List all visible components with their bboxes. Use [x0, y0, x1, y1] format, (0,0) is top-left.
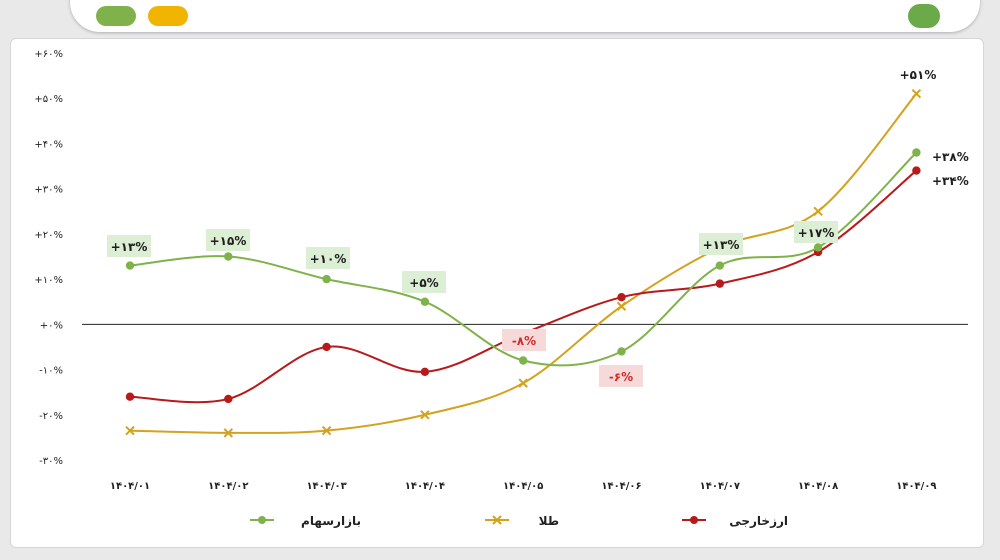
legend-marker: [258, 516, 266, 524]
x-axis: ۱۴۰۴/۰۱ ۱۴۰۴/۰۲ ۱۴۰۴/۰۳ ۱۴۰۴/۰۴ ۱۴۰۴/۰۵ ۱۴۰۴/…: [110, 481, 937, 492]
y-axis: +۶۰% +۵۰% +۴۰% +۳۰% +۲۰% +۱۰% +۰% -۱۰% -۲۰% -۳۰%: [34, 49, 63, 467]
data-point-fx: [322, 342, 331, 352]
x-tick-label: ۱۴۰۴/۰۵: [503, 481, 543, 492]
data-point-gold: [420, 410, 430, 420]
series-layer: [125, 88, 922, 438]
data-point-stock: [125, 261, 135, 270]
y-tick-label: +۱۰%: [34, 275, 63, 286]
data-point-stock: [912, 148, 921, 157]
data-label-box: [206, 229, 250, 251]
series-line-fx: [129, 169, 918, 404]
data-label-stock: -۶%: [609, 370, 633, 384]
data-point-stock: [813, 243, 823, 252]
x-tick-label: ۱۴۰۴/۰۳: [306, 481, 346, 492]
end-label-gold: +۵۱%: [900, 68, 937, 82]
x-tick-label: ۱۴۰۴/۰۴: [405, 481, 445, 492]
x-tick-label: ۱۴۰۴/۰۹: [896, 481, 936, 492]
y-tick-label: -۱۰%: [39, 366, 63, 377]
header-logo-icon: [908, 4, 940, 28]
data-point-stock: [519, 356, 528, 365]
legend-marker: [690, 516, 698, 524]
data-label-stock: +۱۳%: [111, 240, 148, 254]
series-line-stock: [129, 151, 918, 367]
data-label-box: [699, 233, 743, 255]
x-tick-label: ۱۴۰۴/۰۶: [601, 481, 641, 492]
header-decoration-green: [96, 6, 136, 26]
y-tick-label: -۳۰%: [39, 456, 63, 467]
legend-item-fx: ارزخارجی: [682, 514, 788, 528]
y-tick-label: +۵۰%: [34, 94, 63, 105]
data-point-stock: [420, 297, 430, 306]
y-tick-label: +۴۰%: [34, 139, 63, 150]
data-label-stock: -۸%: [512, 334, 536, 348]
legend-label: ارزخارجی: [729, 514, 788, 528]
header-decoration-yellow: [148, 6, 188, 26]
data-point-fx: [715, 279, 724, 288]
data-label-box: [794, 221, 838, 243]
x-tick-label: ۱۴۰۴/۰۸: [798, 481, 838, 492]
data-label-box: [306, 247, 350, 269]
y-tick-label: +۳۰%: [34, 185, 63, 196]
y-tick-label: +۲۰%: [34, 230, 63, 241]
data-label-stock: +۱۵%: [210, 234, 247, 248]
data-point-fx: [125, 392, 135, 401]
series-line-gold: [129, 93, 918, 434]
data-point-fx: [420, 367, 430, 377]
data-label-stock: +۵%: [409, 276, 438, 290]
legend: بازارسهام طلا ارزخارجی: [250, 514, 788, 529]
data-point-stock: [322, 274, 331, 284]
data-point-fx: [912, 166, 921, 175]
data-point-gold: [518, 378, 528, 388]
data-label-stock: +۱۳%: [703, 238, 740, 252]
y-tick-label: +۶۰%: [34, 49, 63, 60]
legend-item-stock: بازارسهام: [250, 514, 361, 529]
data-label-stock: +۱۰%: [310, 252, 347, 266]
data-point-fx: [224, 394, 233, 404]
legend-marker: [492, 515, 502, 525]
legend-label: بازارسهام: [301, 514, 361, 529]
data-label-stock: +۱۷%: [798, 226, 835, 240]
data-label-box: [402, 271, 446, 293]
header-bar: [70, 0, 980, 32]
data-label-box: [599, 365, 643, 387]
data-label-box: [502, 329, 546, 351]
end-label-fx: +۳۴%: [932, 174, 969, 188]
data-point-gold: [125, 425, 135, 436]
data-point-fx: [617, 293, 626, 302]
end-label-stock: +۳۸%: [932, 150, 969, 164]
legend-item-gold: طلا: [485, 514, 559, 528]
data-point-gold: [911, 88, 922, 99]
legend-label: طلا: [539, 514, 559, 528]
x-tick-label: ۱۴۰۴/۰۷: [700, 481, 740, 492]
data-point-gold: [813, 206, 823, 216]
x-tick-label: ۱۴۰۴/۰۱: [110, 481, 150, 492]
data-point-gold: [223, 428, 234, 438]
data-point-stock: [617, 347, 626, 356]
x-tick-label: ۱۴۰۴/۰۲: [208, 481, 248, 492]
data-point-gold: [321, 425, 332, 436]
data-point-stock: [224, 252, 233, 261]
point-labels: +۱۳% +۱۵% +۱۰% +۵% -۸% -۶% +۱۳% +۱۷% +۳۸% +۵۱% +۳۴…: [107, 68, 969, 387]
y-tick-label: +۰%: [40, 320, 63, 331]
chart-panel: [10, 38, 984, 548]
data-point-stock: [715, 261, 724, 270]
data-label-box: [107, 235, 151, 257]
y-tick-label: -۲۰%: [39, 411, 63, 422]
data-point-gold: [616, 301, 627, 311]
